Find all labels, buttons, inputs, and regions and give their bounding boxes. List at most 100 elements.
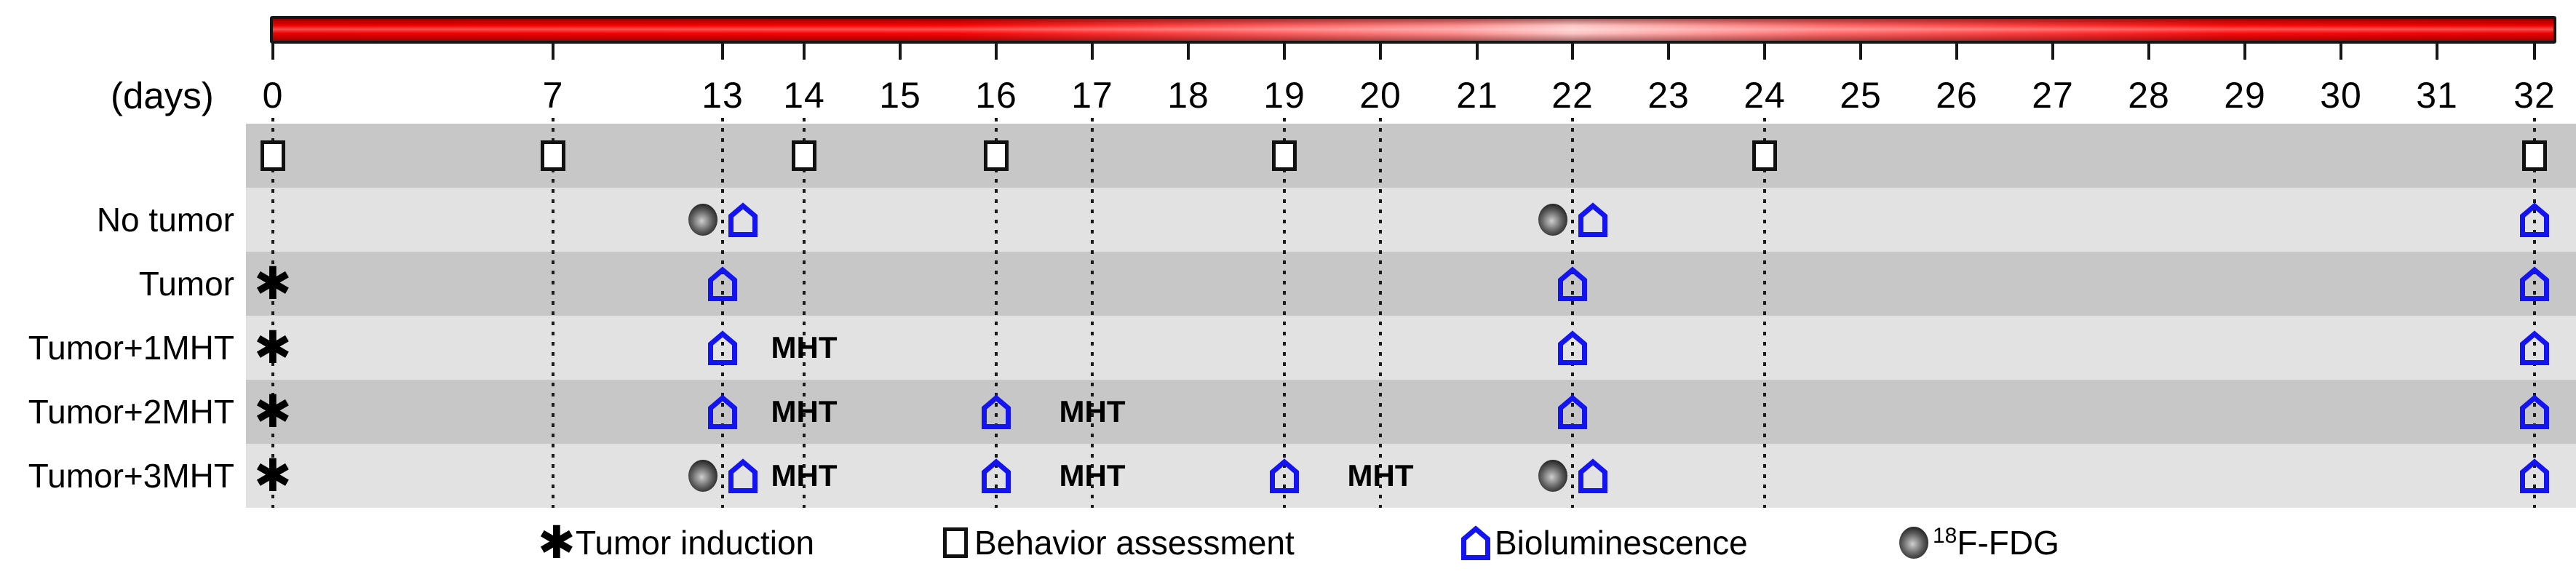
axis-tick-day-25 <box>1859 44 1862 60</box>
bioluminescence-pentagon-icon <box>2520 202 2549 237</box>
mht-label: MHT <box>1059 458 1126 493</box>
fdg-sphere-icon <box>688 460 717 492</box>
event-line-day-7 <box>552 118 554 508</box>
row-band-no_tumor <box>246 188 2576 252</box>
axis-day-label-16: 16 <box>975 75 1017 116</box>
tumor-induction-asterisk-icon: ✱ <box>254 257 292 310</box>
row-band-tumor_3mht <box>246 444 2576 508</box>
event-line-day-19 <box>1283 118 1286 508</box>
axis-day-label-25: 25 <box>1840 75 1882 116</box>
event-line-day-32 <box>2533 118 2536 508</box>
mht-label: MHT <box>1347 458 1414 493</box>
fdg-sphere-icon <box>1538 460 1567 492</box>
legend-bioluminescence-pentagon-icon <box>1461 525 1490 560</box>
axis-day-label-26: 26 <box>1936 75 1978 116</box>
axis-tick-day-22 <box>1571 44 1574 60</box>
axis-day-label-7: 7 <box>542 75 564 116</box>
bioluminescence-pentagon-icon <box>2520 266 2549 301</box>
bioluminescence-pentagon-icon <box>1578 458 1607 493</box>
row-label-no_tumor: No tumor <box>96 201 234 239</box>
axis-day-label-30: 30 <box>2320 75 2362 116</box>
bioluminescence-pentagon-icon <box>1558 266 1587 301</box>
behavior-square-icon <box>541 140 565 171</box>
axis-tick-day-14 <box>803 44 806 60</box>
axis-tick-day-30 <box>2340 44 2342 60</box>
row-band-behavior <box>246 124 2576 188</box>
axis-tick-day-29 <box>2243 44 2246 60</box>
behavior-square-icon <box>1752 140 1777 171</box>
axis-day-label-22: 22 <box>1551 75 1594 116</box>
axis-tick-day-26 <box>1955 44 1958 60</box>
bioluminescence-pentagon-icon <box>982 394 1011 429</box>
axis-tick-day-21 <box>1476 44 1479 60</box>
axis-day-label-21: 21 <box>1456 75 1498 116</box>
fdg-sphere-icon <box>1538 204 1567 236</box>
axis-tick-day-23 <box>1667 44 1670 60</box>
bioluminescence-pentagon-icon <box>708 266 737 301</box>
axis-day-label-18: 18 <box>1167 75 1209 116</box>
axis-day-label-32: 32 <box>2513 75 2556 116</box>
behavior-square-icon <box>2522 140 2547 171</box>
axis-day-label-17: 17 <box>1071 75 1113 116</box>
axis-day-label-13: 13 <box>701 75 744 116</box>
axis-tick-day-27 <box>2051 44 2054 60</box>
row-band-tumor_2mht <box>246 380 2576 444</box>
axis-tick-day-18 <box>1187 44 1190 60</box>
event-line-day-0 <box>271 118 274 508</box>
row-label-tumor_1mht: Tumor+1MHT <box>28 329 234 367</box>
axis-day-label-24: 24 <box>1744 75 1786 116</box>
axis-tick-day-32 <box>2533 44 2536 60</box>
axis-day-label-31: 31 <box>2416 75 2458 116</box>
bioluminescence-pentagon-icon <box>1578 202 1607 237</box>
bioluminescence-pentagon-icon <box>708 394 737 429</box>
mht-label: MHT <box>771 330 838 364</box>
row-label-tumor_3mht: Tumor+3MHT <box>28 457 234 495</box>
mht-label: MHT <box>771 458 838 493</box>
axis-day-label-28: 28 <box>2128 75 2170 116</box>
tumor-induction-asterisk-icon: ✱ <box>254 321 292 374</box>
axis-tick-day-31 <box>2436 44 2438 60</box>
legend-tumor-induction-asterisk-icon: ✱ <box>538 516 576 569</box>
legend-label-behavior-assessment: Behavior assessment <box>974 524 1295 562</box>
event-line-day-20 <box>1379 118 1382 508</box>
legend-behavior-square-icon <box>943 527 968 558</box>
axis-tick-day-0 <box>271 44 274 60</box>
axis-tick-day-28 <box>2147 44 2150 60</box>
behavior-square-icon <box>1272 140 1297 171</box>
bioluminescence-pentagon-icon <box>982 458 1011 493</box>
axis-tick-day-24 <box>1763 44 1766 60</box>
bioluminescence-pentagon-icon <box>2520 458 2549 493</box>
event-line-day-16 <box>995 118 998 508</box>
legend-label-tumor-induction: Tumor induction <box>576 524 815 562</box>
bioluminescence-pentagon-icon <box>2520 330 2549 365</box>
axis-unit-label: (days) <box>111 75 214 116</box>
mht-label: MHT <box>771 394 838 428</box>
legend-label-bioluminescence: Bioluminescence <box>1495 524 1748 562</box>
axis-day-label-15: 15 <box>879 75 921 116</box>
bioluminescence-pentagon-icon <box>2520 394 2549 429</box>
fdg-sphere-icon <box>688 204 717 236</box>
axis-tick-day-13 <box>721 44 724 60</box>
axis-tick-day-16 <box>995 44 998 60</box>
event-line-day-22 <box>1571 118 1574 508</box>
bioluminescence-pentagon-icon <box>728 202 758 237</box>
bioluminescence-pentagon-icon <box>708 330 737 365</box>
axis-day-label-14: 14 <box>783 75 825 116</box>
axis-day-label-23: 23 <box>1647 75 1690 116</box>
bioluminescence-pentagon-icon <box>728 458 758 493</box>
tumor-induction-asterisk-icon: ✱ <box>254 449 292 502</box>
axis-day-label-29: 29 <box>2224 75 2266 116</box>
bioluminescence-pentagon-icon <box>1558 330 1587 365</box>
axis-tick-day-20 <box>1379 44 1382 60</box>
row-label-tumor_2mht: Tumor+2MHT <box>28 393 234 431</box>
row-band-tumor_1mht <box>246 316 2576 380</box>
behavior-square-icon <box>984 140 1009 171</box>
axis-day-label-0: 0 <box>262 75 284 116</box>
behavior-square-icon <box>792 140 816 171</box>
